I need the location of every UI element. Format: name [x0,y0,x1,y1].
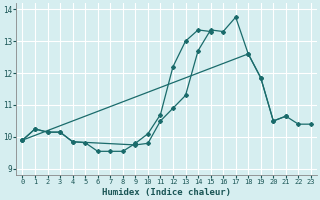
X-axis label: Humidex (Indice chaleur): Humidex (Indice chaleur) [102,188,231,197]
